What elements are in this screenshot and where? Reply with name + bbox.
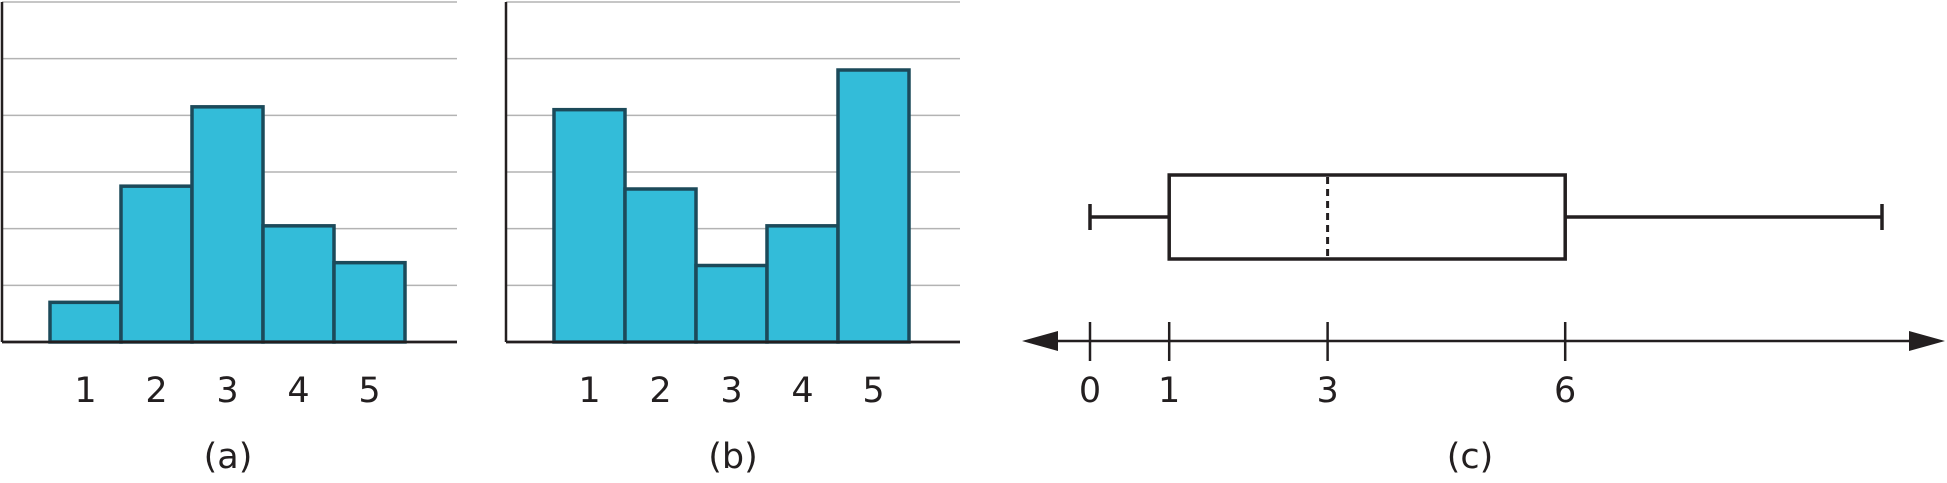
bar-1 — [48, 300, 123, 344]
histogram-b: 1 2 3 4 5 (b) — [504, 1, 960, 477]
tick-label-0: 0 — [1079, 371, 1101, 411]
tick-label-1: 1 — [74, 371, 96, 411]
tick-label-2: 2 — [145, 371, 167, 411]
interquartile-box — [1167, 173, 1567, 261]
bar-1 — [552, 107, 627, 344]
panel-label: (a) — [204, 437, 253, 477]
bar-5 — [332, 260, 407, 344]
bar-3 — [190, 105, 265, 344]
tick-label-2: 2 — [649, 371, 671, 411]
left-arrow-icon — [1022, 331, 1058, 351]
panel-label: (b) — [708, 437, 758, 477]
right-arrow-icon — [1909, 331, 1945, 351]
tick-label-6: 6 — [1554, 371, 1576, 411]
tick-label-4: 4 — [791, 371, 813, 411]
tick-label-3: 3 — [1316, 371, 1338, 411]
bar-3 — [694, 263, 769, 344]
bar-5 — [836, 68, 911, 344]
histogram-a: 1 2 3 4 5 (a) — [0, 1, 457, 477]
tick-label-1: 1 — [578, 371, 600, 411]
panel-label: (c) — [1447, 437, 1494, 477]
bar-2 — [623, 187, 698, 344]
tick-label-5: 5 — [862, 371, 884, 411]
tick-label-4: 4 — [287, 371, 309, 411]
box-plot-c: 0 1 3 6 (c) — [1022, 173, 1945, 477]
tick-label-5: 5 — [358, 371, 380, 411]
tick-label-3: 3 — [216, 371, 238, 411]
bar-4 — [261, 224, 336, 344]
tick-label-3: 3 — [720, 371, 742, 411]
bar-4 — [765, 224, 840, 344]
bar-2 — [119, 184, 194, 344]
tick-label-1: 1 — [1158, 371, 1180, 411]
